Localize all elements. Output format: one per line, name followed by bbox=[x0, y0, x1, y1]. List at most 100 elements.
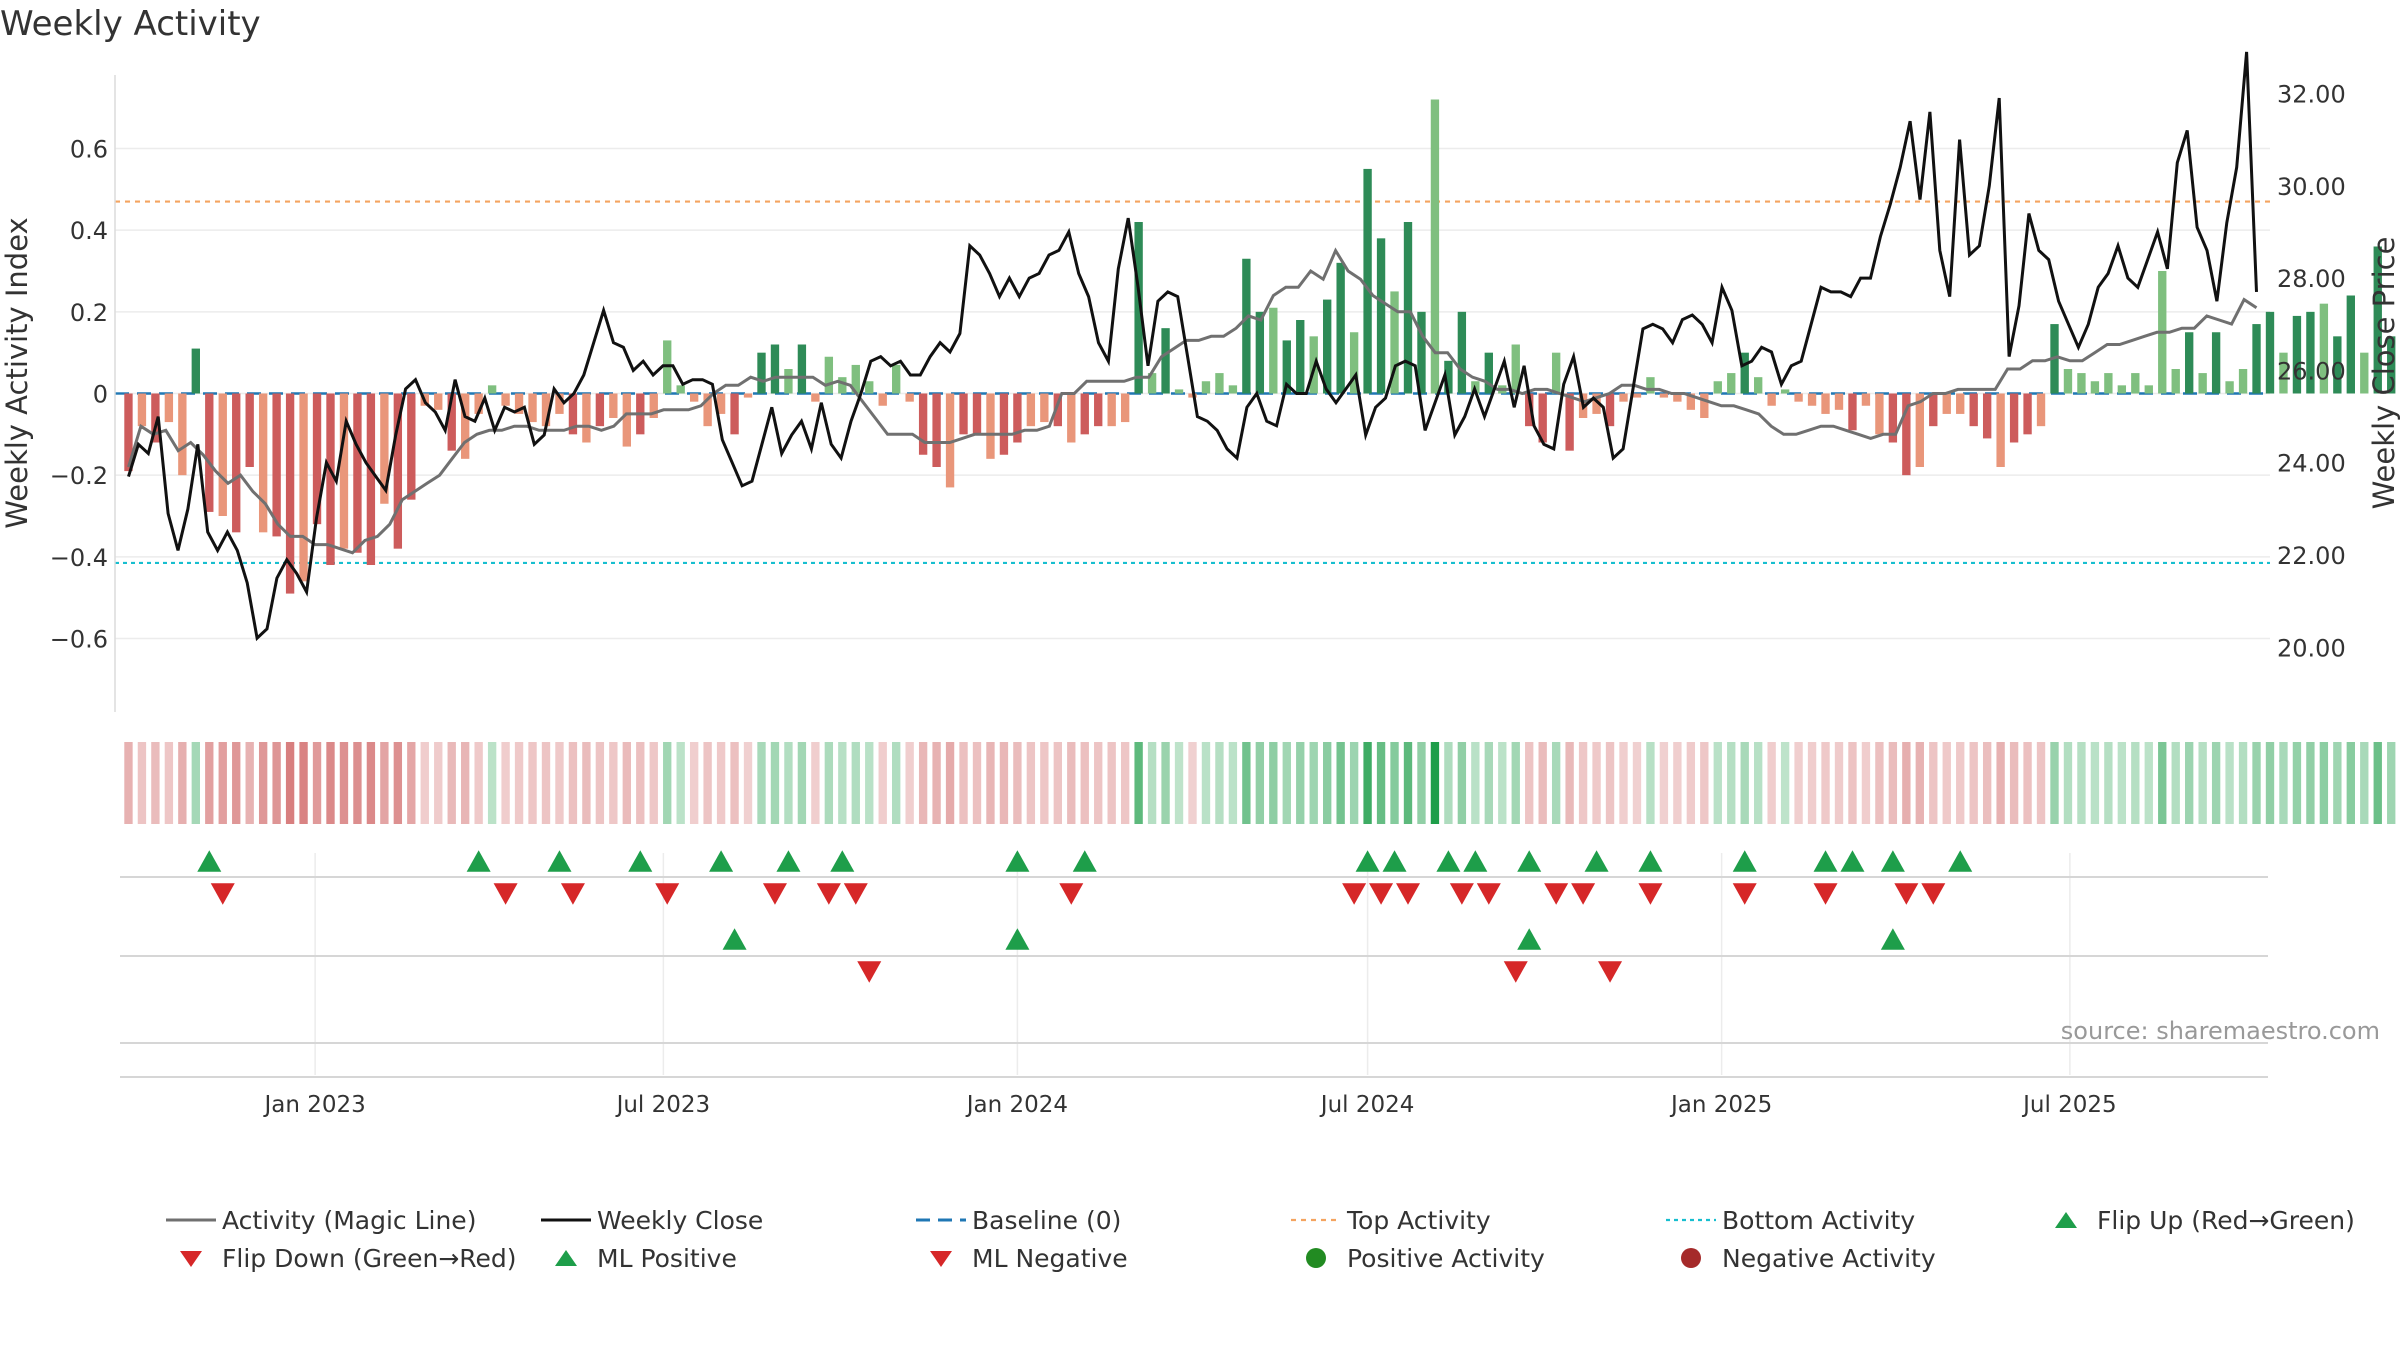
activity-bar bbox=[2185, 332, 2194, 394]
strip-cell bbox=[622, 742, 631, 824]
activity-bar bbox=[312, 393, 322, 525]
activity-bar bbox=[1727, 373, 1736, 394]
activity-bar bbox=[1956, 393, 1965, 414]
activity-bar bbox=[1255, 311, 1265, 394]
strip-cell bbox=[2252, 742, 2261, 824]
flip-up-marker bbox=[1584, 850, 1609, 872]
series-lines bbox=[127, 51, 2258, 642]
strip-cell bbox=[366, 742, 376, 824]
activity-bar bbox=[797, 344, 807, 394]
flip-down-marker bbox=[1921, 883, 1946, 905]
x-axis: Jan 2023 Jul 2023 Jan 2024 Jul 2024 Jan 2025… bbox=[120, 876, 2268, 1118]
legend-down-icon bbox=[180, 1251, 202, 1267]
activity-bar bbox=[1484, 352, 1493, 394]
strip-cell bbox=[2158, 742, 2167, 824]
activity-bar bbox=[1700, 393, 1709, 418]
activity-bar bbox=[1929, 393, 1938, 427]
strip-cell bbox=[865, 742, 874, 824]
strip-cell bbox=[2144, 742, 2153, 824]
strip-cell bbox=[1363, 742, 1372, 824]
strip-cell bbox=[1188, 742, 1197, 824]
activity-bar bbox=[124, 393, 133, 472]
ml-positive-marker bbox=[722, 928, 747, 950]
strip-cell bbox=[2238, 742, 2248, 824]
activity-bar bbox=[461, 393, 470, 459]
strip-cell bbox=[1942, 742, 1951, 824]
activity-bar bbox=[2333, 336, 2342, 394]
strip-cell bbox=[770, 742, 780, 824]
flip-down-marker bbox=[1342, 883, 1367, 905]
strip-cell bbox=[663, 742, 672, 824]
activity-bar bbox=[137, 393, 147, 427]
strip-cell bbox=[1888, 742, 1898, 824]
activity-bar bbox=[1174, 389, 1184, 394]
activity-bar bbox=[1942, 393, 1951, 414]
activity-bar bbox=[1323, 299, 1332, 394]
activity-bar bbox=[582, 393, 591, 443]
strip-cell bbox=[892, 742, 901, 824]
activity-bar bbox=[757, 352, 766, 394]
strip-cell bbox=[2373, 742, 2382, 824]
strip-cell bbox=[1323, 742, 1332, 824]
weekly-close-line bbox=[127, 51, 2258, 642]
legend-item: Negative Activity bbox=[1660, 1243, 1936, 1273]
strip-cell bbox=[1807, 742, 1817, 824]
activity-bar bbox=[151, 393, 160, 443]
strip-cell bbox=[2292, 742, 2302, 824]
activity-bar bbox=[716, 393, 726, 414]
flip-down-marker bbox=[1449, 883, 1474, 905]
strip-cell bbox=[1417, 742, 1426, 824]
strip-cell bbox=[1915, 742, 1924, 824]
strip-cell bbox=[972, 742, 982, 824]
legend-label: Positive Activity bbox=[1347, 1243, 1545, 1273]
y2-axis-label: Weekly Close Price bbox=[2367, 237, 2400, 510]
strip-cell bbox=[932, 742, 941, 824]
activity-bar bbox=[2319, 303, 2329, 394]
heat-strip bbox=[124, 742, 2396, 824]
strip-cell bbox=[1134, 742, 1143, 824]
flip-down-marker bbox=[1369, 883, 1394, 905]
activity-bar bbox=[878, 393, 887, 406]
activity-bar bbox=[487, 385, 497, 394]
flip-up-marker bbox=[830, 850, 855, 872]
flip-up-marker bbox=[1732, 850, 1757, 872]
strip-cell bbox=[339, 742, 349, 824]
activity-bar bbox=[1120, 393, 1130, 423]
activity-bar bbox=[784, 369, 793, 394]
strip-cell bbox=[1161, 742, 1170, 824]
activity-bar bbox=[1134, 222, 1143, 394]
activity-bar bbox=[918, 393, 928, 455]
ml-negative-marker bbox=[857, 961, 882, 983]
activity-bar bbox=[514, 393, 524, 414]
strip-cell bbox=[797, 742, 807, 824]
strip-cell bbox=[1040, 742, 1049, 824]
strip-cell bbox=[232, 742, 241, 824]
flip-up-marker bbox=[1517, 850, 1542, 872]
activity-bar bbox=[649, 393, 658, 418]
strip-cell bbox=[838, 742, 847, 824]
activity-bar bbox=[730, 393, 739, 435]
activity-bar bbox=[811, 393, 820, 402]
strip-cell bbox=[1982, 742, 1992, 824]
strip-cell bbox=[555, 742, 564, 824]
activity-bar bbox=[1390, 291, 1399, 394]
strip-cell bbox=[824, 742, 834, 824]
legend-label: Activity (Magic Line) bbox=[222, 1205, 477, 1235]
flip-up-marker bbox=[466, 850, 491, 872]
activity-bar bbox=[1525, 393, 1534, 427]
strip-cell bbox=[447, 742, 456, 824]
strip-cell bbox=[2333, 742, 2342, 824]
y2-tick-label: 28.00 bbox=[2277, 265, 2346, 293]
flip-up-marker bbox=[1840, 850, 1865, 872]
flip-down-marker bbox=[1571, 883, 1596, 905]
activity-bar bbox=[1430, 99, 1440, 394]
legend-label: ML Positive bbox=[597, 1243, 737, 1273]
flip-down-marker bbox=[1813, 883, 1838, 905]
flip-up-marker bbox=[1005, 850, 1030, 872]
strip-cell bbox=[2063, 742, 2073, 824]
strip-cell bbox=[191, 742, 200, 824]
activity-bar bbox=[1565, 393, 1574, 451]
strip-cell bbox=[1444, 742, 1453, 824]
strip-cell bbox=[1201, 742, 1211, 824]
flip-up-marker bbox=[776, 850, 801, 872]
